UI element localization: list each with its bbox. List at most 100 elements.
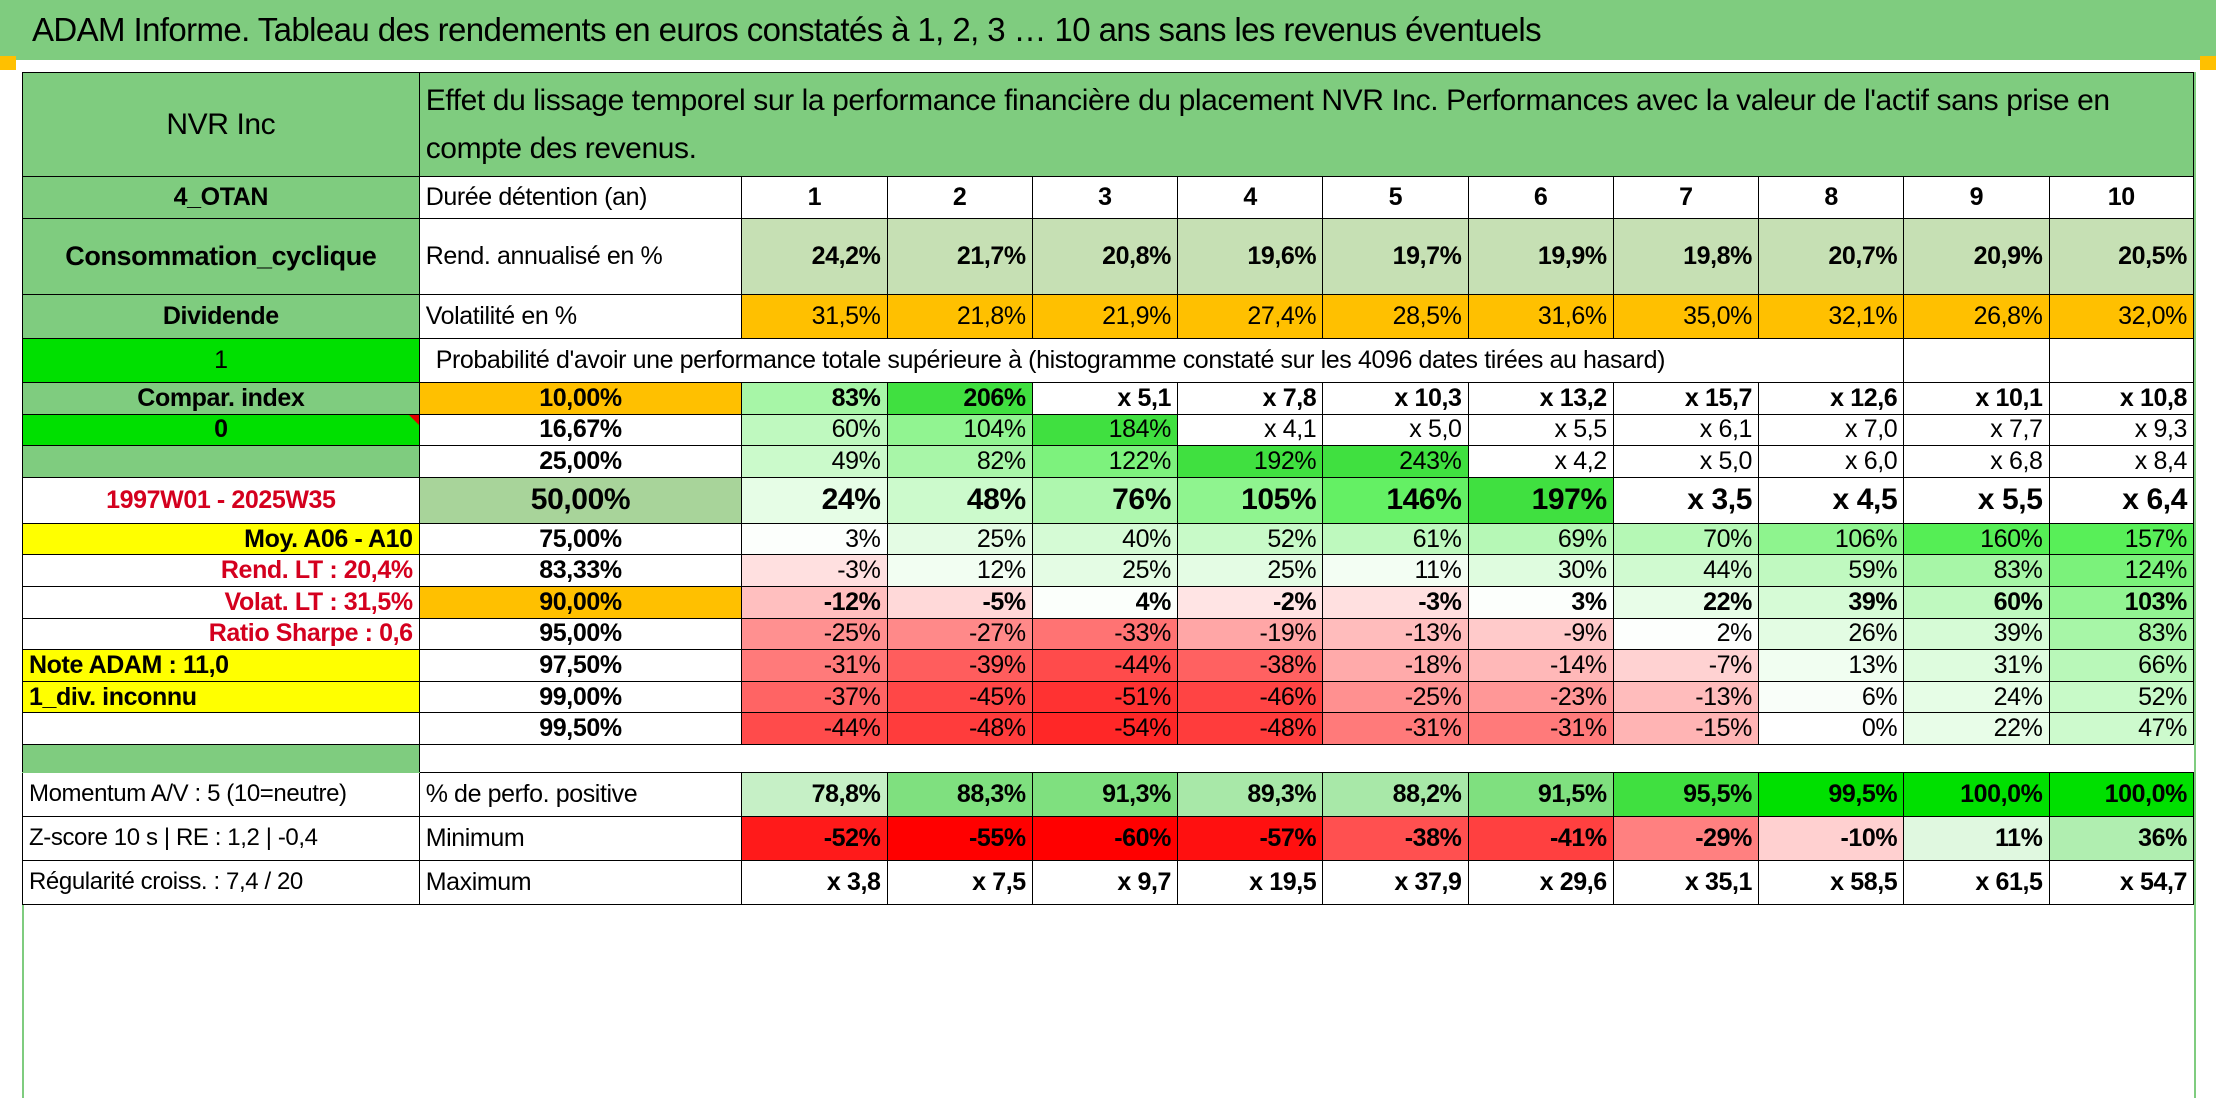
vol-value: 32,1% (1757, 294, 1905, 339)
quantile-value: 3% (1467, 585, 1614, 619)
quantile-value: 82% (886, 445, 1033, 478)
max-value: x 3,8 (741, 859, 888, 905)
max-value: x 7,5 (886, 859, 1033, 905)
min-value: -38% (1322, 815, 1469, 861)
pos-value: 100,0% (1903, 771, 2050, 817)
rend-lt-label: Rend. LT : 20,4% (22, 554, 420, 587)
vol-value: 26,8% (1903, 294, 2050, 339)
corner-marker-right (2200, 56, 2216, 70)
quantile-value: 0% (1757, 712, 1905, 745)
prob-label: Probabilité d'avoir une performance tota… (418, 338, 1905, 383)
empty-cell (2048, 338, 2194, 383)
minimum-row: Z-score 10 s | RE : 1,2 | -0,4 Minimum -52… (22, 815, 2194, 861)
pos-value: 91,5% (1467, 771, 1614, 817)
vol-row: Dividende Volatilité en % 31,5% 21,8% 21,9% 2… (22, 294, 2194, 339)
flag-one: 1 (22, 338, 420, 383)
max-value: x 9,7 (1031, 859, 1179, 905)
year-header: 6 (1467, 176, 1614, 219)
momentum-label: Momentum A/V : 5 (10=neutre) (22, 771, 420, 817)
rend-value: 19,9% (1467, 218, 1614, 295)
min-value: -10% (1757, 815, 1905, 861)
quantile-value: x 4,5 (1757, 476, 1905, 524)
quantile-value: 24% (1903, 680, 2050, 714)
quantile-value: x 3,5 (1612, 476, 1760, 524)
maximum-row: Régularité croiss. : 7,4 / 20 Maximum x 3,… (22, 859, 2194, 905)
quantile-value: x 10,3 (1322, 382, 1469, 415)
pos-value: 89,3% (1176, 771, 1324, 817)
quantile-row: 0 16,67% 60% 104% 184% x 4,1 x 5,0 x 5,5 x 6,1 x … (22, 413, 2194, 447)
quantile-value: 52% (1176, 522, 1324, 556)
quantile-value: 103% (2048, 585, 2194, 619)
quantile-value: 146% (1322, 476, 1469, 524)
quantile-value: 122% (1031, 445, 1179, 478)
quantile-value: 160% (1903, 522, 2050, 556)
year-header: 5 (1322, 176, 1469, 219)
max-value: x 61,5 (1903, 859, 2050, 905)
quantile-value: 47% (2048, 712, 2194, 745)
quantile-value: -54% (1031, 712, 1179, 745)
year-header: 8 (1757, 176, 1905, 219)
quantile-row: Rend. LT : 20,4% 83,33% -3% 12% 25% 25% 11% 30%… (22, 554, 2194, 587)
quantile-value: 105% (1176, 476, 1324, 524)
quantile-value: 70% (1612, 522, 1760, 556)
pos-value: 91,3% (1031, 771, 1179, 817)
asset-name: NVR Inc (22, 72, 420, 177)
quantile-value: 157% (2048, 522, 2194, 556)
spacer-cell (22, 743, 420, 773)
quantile-value: -44% (1031, 649, 1179, 682)
dividend-label: Dividende (22, 294, 420, 339)
quantile-value: 83% (2048, 617, 2194, 651)
min-label: Minimum (418, 815, 743, 861)
vol-value: 31,6% (1467, 294, 1614, 339)
quantile-value: -2% (1176, 585, 1324, 619)
sharpe-label: Ratio Sharpe : 0,6 (22, 617, 420, 651)
title-bar: ADAM Informe. Tableau des rendements en … (0, 0, 2216, 62)
quantile-value: x 8,4 (2048, 445, 2194, 478)
quantile-percent: 10,00% (418, 382, 743, 415)
quantile-value: -13% (1612, 680, 1760, 714)
period-label: 1997W01 - 2025W35 (22, 476, 420, 524)
empty-cell (1903, 338, 2050, 383)
year-header: 2 (886, 176, 1033, 219)
quantile-value: 49% (741, 445, 888, 478)
quantile-value: -23% (1467, 680, 1614, 714)
rend-label: Rend. annualisé en % (418, 218, 743, 295)
quantile-value: 31% (1903, 649, 2050, 682)
quantile-value: -48% (1176, 712, 1324, 745)
quantile-percent: 90,00% (418, 585, 743, 619)
quantile-value: -31% (1322, 712, 1469, 745)
pos-label: % de perfo. positive (418, 771, 743, 817)
quantile-value: 60% (1903, 585, 2050, 619)
duration-label: Durée détention (an) (418, 176, 743, 219)
pos-value: 88,2% (1322, 771, 1469, 817)
rend-row: Consommation_cyclique Rend. annualisé en … (22, 218, 2194, 295)
quantile-value: x 7,7 (1903, 413, 2050, 447)
flag-zero: 0 (22, 413, 420, 447)
year-header: 10 (2048, 176, 2194, 219)
quantile-value: -33% (1031, 617, 1179, 651)
spacer-cell (418, 743, 2195, 773)
quantile-value: 66% (2048, 649, 2194, 682)
div-unknown-label: 1_div. inconnu (22, 680, 420, 714)
quantile-percent: 95,00% (418, 617, 743, 651)
positive-row: Momentum A/V : 5 (10=neutre)% de perfo. … (22, 771, 2194, 817)
quantile-row: 1997W01 - 2025W35 50,00% 24% 48% 76% 105% 146%… (22, 476, 2194, 524)
quantile-value: -13% (1322, 617, 1469, 651)
quantile-percent: 75,00% (418, 522, 743, 556)
quantile-value: x 5,5 (1903, 476, 2050, 524)
returns-table: NVR Inc Effet du lissage temporel sur la … (22, 72, 2195, 905)
quantile-value: -45% (886, 680, 1033, 714)
quantile-value: 2% (1612, 617, 1760, 651)
min-value: -52% (741, 815, 888, 861)
pos-value: 88,3% (886, 771, 1033, 817)
quantile-value: x 15,7 (1612, 382, 1760, 415)
quantile-value: -44% (741, 712, 888, 745)
quantile-value: 192% (1176, 445, 1324, 478)
min-value: -29% (1612, 815, 1760, 861)
quantile-row: Volat. LT : 31,5% 90,00% -12% -5% 4% -2% -3% 3%… (22, 585, 2194, 619)
header-row: NVR Inc Effet du lissage temporel sur la … (22, 72, 2195, 177)
max-value: x 37,9 (1322, 859, 1469, 905)
quantile-value: -48% (886, 712, 1033, 745)
quantile-value: 124% (2048, 554, 2194, 587)
vol-value: 32,0% (2048, 294, 2194, 339)
